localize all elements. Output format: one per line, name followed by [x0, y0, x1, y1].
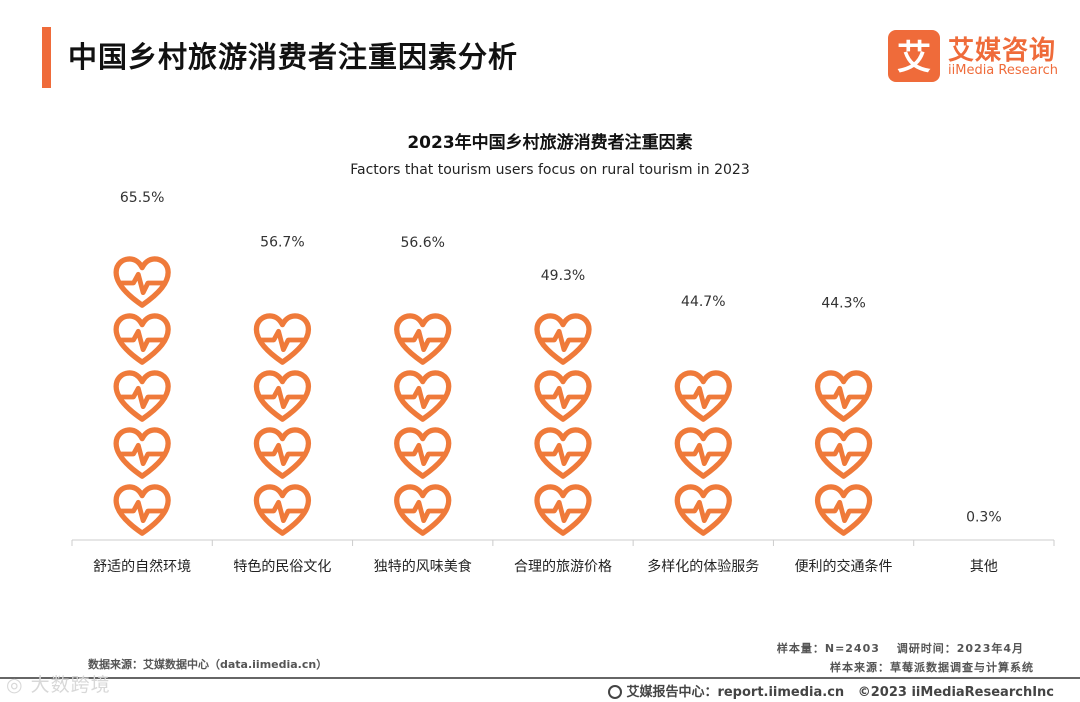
category-label-2: 特色的民俗文化: [233, 558, 331, 575]
heart-pulse-icon: [818, 373, 870, 419]
report-center-link[interactable]: 艾媒报告中心：report.iimedia.cn: [626, 685, 845, 700]
heart-pulse-icon: [116, 373, 168, 419]
heart-pulse-icon-partial: [677, 316, 729, 362]
heart-pulse-icon: [116, 316, 168, 362]
chart-subtitle: Factors that tourism users focus on rura…: [350, 162, 750, 178]
heart-pulse-icon: [677, 373, 729, 419]
chart-title: 2023年中国乡村旅游消费者注重因素: [407, 133, 693, 153]
heart-pulse-icon: [116, 430, 168, 476]
heart-pulse-icon: [537, 487, 589, 533]
heart-pulse-icon: [397, 373, 449, 419]
heart-pulse-icon: [537, 373, 589, 419]
logo-mark: 艾: [888, 30, 940, 82]
heart-pulse-icon: [256, 430, 308, 476]
heart-pulse-icon: [256, 373, 308, 419]
heart-pulse-icon: [818, 430, 870, 476]
pictogram-bar-chart: 65.5% 56.7% 56.6% 49.3% 44.7% 44.3% 0.3% 舒适的自然…: [71, 190, 1055, 575]
globe-icon: [608, 685, 623, 699]
heart-pulse-icon: [116, 259, 168, 305]
heart-pulse-icon: [677, 430, 729, 476]
page-title: 中国乡村旅游消费者注重因素分析: [68, 40, 519, 74]
data-label-1: 65.5%: [120, 190, 164, 206]
heart-pulse-icon: [537, 316, 589, 362]
heart-pulse-icon: [256, 487, 308, 533]
category-label-4: 合理的旅游价格: [514, 559, 612, 575]
title-accent-bar: [42, 27, 51, 88]
heart-pulse-icon: [677, 487, 729, 533]
heart-pulse-icon: [116, 487, 168, 533]
sample-source-note: 样本来源：草莓派数据调查与计算系统: [830, 661, 1034, 674]
logo-mark-glyph: 艾: [897, 38, 931, 78]
category-label-1: 舒适的自然环境: [93, 558, 191, 575]
data-label-3: 56.6%: [400, 235, 444, 251]
watermark: ◎ 大数跨境: [6, 674, 111, 696]
bar-6: [818, 316, 870, 533]
data-label-2: 56.7%: [260, 235, 304, 251]
heart-pulse-icon-partial: [116, 202, 168, 248]
heart-pulse-icon-partial: [397, 259, 449, 305]
heart-pulse-icon-partial: [256, 259, 308, 305]
copyright: ©2023 iiMediaResearchInc: [857, 685, 1054, 700]
heart-pulse-icon: [397, 316, 449, 362]
logo-chinese-name: 艾媒咨询: [948, 36, 1057, 66]
data-label-4: 49.3%: [541, 268, 585, 284]
bar-3: [397, 259, 449, 533]
category-label-6: 便利的交通条件: [795, 558, 893, 575]
data-source-note: 数据来源：艾媒数据中心（data.iimedia.cn）: [88, 658, 328, 671]
bar-4: [537, 259, 589, 533]
bar-5: [677, 316, 729, 533]
heart-pulse-icon: [397, 487, 449, 533]
category-label-7: 其他: [970, 559, 998, 575]
bar-1: [116, 202, 168, 533]
data-label-6: 44.3%: [821, 296, 865, 312]
heart-pulse-icon: [397, 430, 449, 476]
heart-pulse-icon: [537, 430, 589, 476]
logo-english-name: iiMedia Research: [948, 63, 1059, 78]
data-label-5: 44.7%: [681, 294, 725, 310]
heart-pulse-icon: [818, 487, 870, 533]
heart-pulse-icon: [256, 316, 308, 362]
bar-2: [256, 259, 308, 533]
footer-bottom-bar: 艾媒报告中心：report.iimedia.cn ©2023 iiMediaRe…: [608, 681, 1054, 700]
heart-pulse-icon-partial: [818, 316, 870, 362]
data-label-7: 0.3%: [966, 510, 1002, 526]
category-label-3: 独特的风味美食: [374, 558, 472, 575]
category-label-5: 多样化的体验服务: [647, 558, 759, 575]
sample-size-note: 样本量：N=2403 调研时间：2023年4月: [776, 642, 1024, 655]
footer-divider: [0, 677, 1080, 679]
